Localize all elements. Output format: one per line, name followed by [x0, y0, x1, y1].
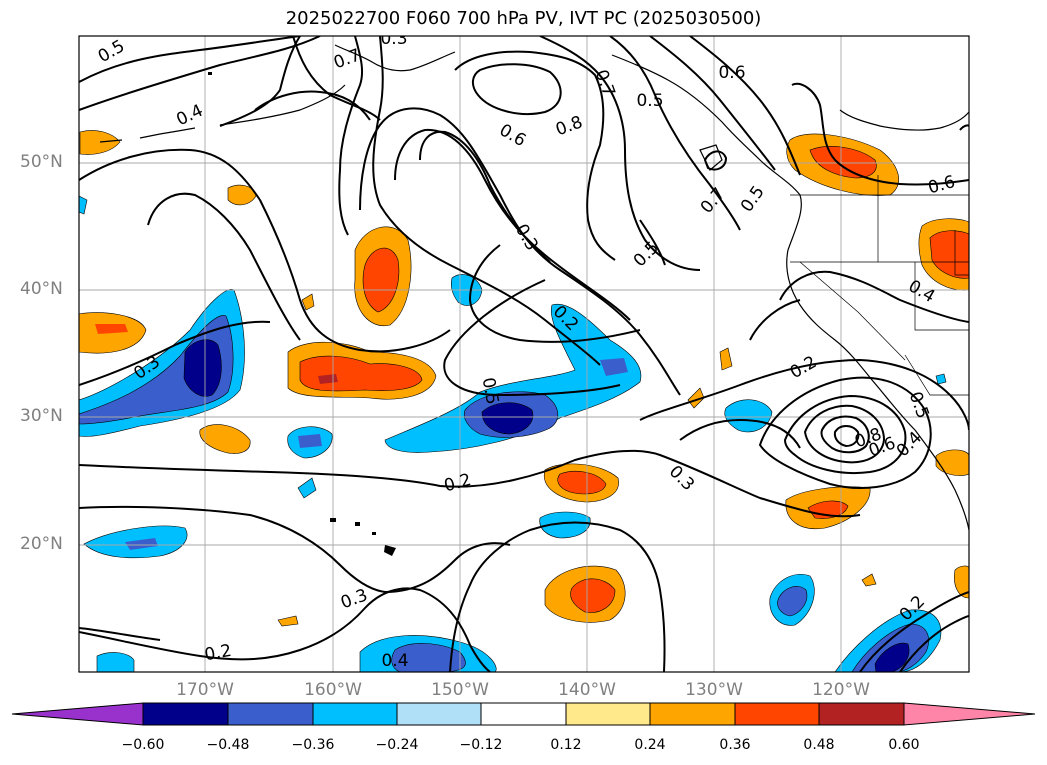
lat-label: 40°N: [20, 279, 63, 299]
contour-label-19: 0.4: [381, 651, 408, 671]
colorbar-extend-right: [903, 702, 1036, 726]
colorbar: [11, 702, 1036, 726]
colorbar-tick: 0.24: [634, 737, 666, 753]
colorbar-tick: −0.48: [206, 737, 250, 753]
pv-contours: [79, 36, 969, 672]
contour-label-5: 0.5: [636, 91, 663, 111]
state-borders: [790, 175, 969, 396]
colorbar-tick: −0.36: [291, 737, 335, 753]
colorbar-bin: [565, 702, 651, 726]
colorbar-tick: 0.60: [888, 737, 920, 753]
lat-label: 30°N: [20, 406, 63, 426]
contour-label-12: 0.5: [478, 376, 502, 406]
lat-label: 20°N: [20, 534, 63, 554]
lon-label: 120°W: [812, 680, 870, 700]
colorbar-bin: [649, 702, 736, 726]
map-title: 2025022700 F060 700 hPa PV, IVT PC (2025…: [285, 8, 762, 29]
colorbar-tick: 0.48: [803, 737, 835, 753]
lon-label: 170°W: [176, 680, 234, 700]
colorbar-tick: 0.12: [550, 737, 582, 753]
lat-label: 50°N: [20, 152, 63, 172]
contour-label-26: 0.3: [380, 29, 407, 49]
contour-label-8: 0.6: [718, 63, 745, 83]
lon-label: 140°W: [558, 680, 616, 700]
lon-label: 130°W: [685, 680, 743, 700]
lon-label: 160°W: [304, 680, 362, 700]
colorbar-bin: [818, 702, 905, 726]
colorbar-tick: −0.12: [459, 737, 503, 753]
graticule: [79, 36, 969, 672]
lon-label: 150°W: [431, 680, 489, 700]
colorbar-tick: −0.24: [375, 737, 419, 753]
map-panel: 0.5 0.4 0.3 0.7 0.6 0.5 0.8 0.7 0.6 0.5 …: [79, 29, 969, 672]
colorbar-tick: −0.60: [121, 737, 165, 753]
colorbar-bin: [734, 702, 820, 726]
colorbar-bin: [227, 702, 314, 726]
colorbar-bin: [480, 702, 567, 726]
islands: [208, 72, 396, 556]
colorbar-tick: 0.36: [719, 737, 751, 753]
colorbar-extend-left: [11, 702, 144, 726]
contour-label-18: 0.2: [203, 641, 233, 665]
colorbar-bin: [396, 702, 482, 726]
colorbar-bin: [312, 702, 398, 726]
map-frame: [78, 35, 970, 673]
colorbar-bin: [142, 702, 229, 726]
